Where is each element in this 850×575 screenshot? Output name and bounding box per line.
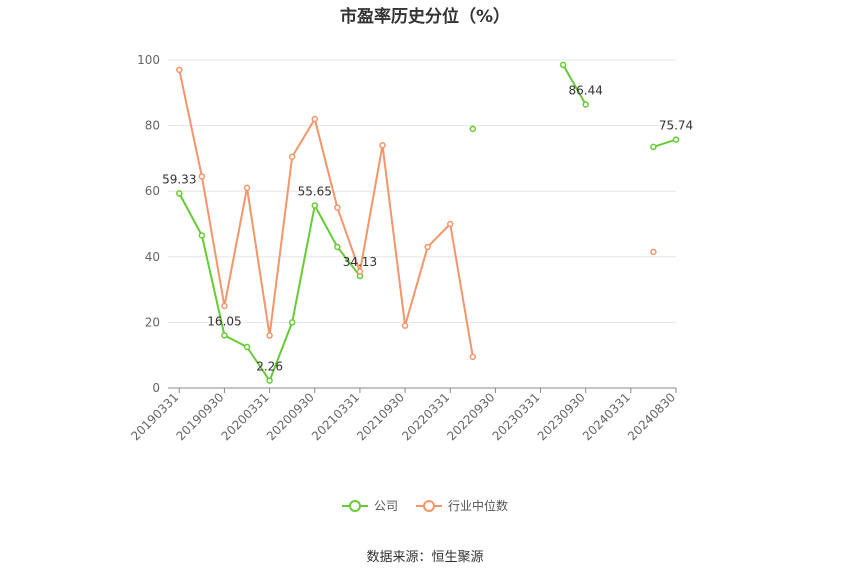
legend: 公司 行业中位数: [0, 497, 850, 514]
series-line: [562, 64, 587, 105]
data-label: 75.74: [659, 119, 693, 133]
data-label: 55.65: [298, 184, 332, 198]
grid-lines: [168, 59, 676, 323]
data-labels: 59.33 16.05 2.26 55.65 34.13 86.44 75.74: [162, 83, 693, 373]
x-tick-label: 20220930: [444, 390, 497, 443]
y-tick-label: 100: [137, 53, 160, 67]
data-point: [559, 61, 567, 69]
data-point: [650, 248, 657, 256]
data-point: [221, 302, 228, 310]
x-tick-label: 20230930: [535, 390, 588, 443]
y-tick-label: 40: [145, 250, 160, 264]
data-point: [288, 319, 296, 326]
data-point: [334, 204, 341, 211]
data-point: [379, 142, 386, 149]
data-point: [288, 153, 296, 161]
data-label: 59.33: [162, 172, 196, 186]
data-label: 16.05: [207, 314, 241, 328]
series-industry-median: [176, 66, 657, 361]
series-company: [176, 61, 680, 384]
data-point: [311, 115, 319, 123]
y-tick-label: 60: [145, 184, 160, 198]
data-point: [176, 66, 183, 74]
y-tick-label: 20: [145, 315, 160, 329]
data-point: [582, 101, 589, 108]
data-point: [469, 353, 477, 361]
data-point: [266, 377, 273, 384]
data-point: [446, 220, 454, 228]
legend-company-marker: [341, 499, 368, 512]
data-point: [469, 125, 477, 133]
y-tick-label: 80: [145, 119, 160, 133]
series-line: [178, 69, 474, 358]
data-point: [221, 332, 228, 339]
data-point: [424, 243, 431, 251]
series-layer: [176, 61, 680, 384]
legend-industry-label: 行业中位数: [448, 499, 509, 513]
data-label: 2.26: [256, 360, 283, 374]
source-text: 数据来源：恒生聚源: [366, 550, 484, 565]
x-tick-label: 20190331: [128, 390, 181, 443]
data-point: [401, 322, 409, 329]
data-point: [672, 136, 680, 143]
data-label: 34.13: [343, 255, 377, 269]
series-line: [653, 138, 677, 148]
y-axis: 0 20 40 60 80 100: [137, 53, 160, 395]
data-point: [198, 232, 206, 239]
legend-company-label: 公司: [373, 499, 398, 513]
data-point: [266, 332, 273, 339]
x-tick-label: 20200331: [219, 390, 272, 443]
data-point: [334, 243, 341, 251]
legend-item-company[interactable]: 公司: [341, 497, 398, 514]
data-point: [356, 268, 364, 275]
legend-industry-marker: [416, 499, 442, 512]
x-tick-label: 20240830: [625, 390, 678, 443]
x-tick-label: 20200930: [264, 390, 317, 443]
data-point: [243, 184, 251, 192]
series-line: [178, 192, 361, 382]
x-tick-label: 20240331: [580, 390, 633, 443]
x-tick-label: 20210930: [354, 390, 407, 443]
data-point: [176, 190, 183, 197]
data-point: [650, 143, 657, 151]
data-point: [198, 173, 206, 180]
data-point: [243, 343, 251, 351]
chart-title: 市盈率历史分位（%）: [339, 7, 511, 27]
x-tick-label: 20220331: [399, 390, 452, 443]
legend-item-industry-median[interactable]: 行业中位数: [416, 497, 508, 514]
x-axis: 2019033120190930202003312020093020210331…: [128, 387, 678, 443]
y-tick-label: 0: [152, 381, 160, 395]
data-label: 86.44: [569, 83, 603, 97]
x-tick-label: 20210331: [309, 390, 362, 443]
x-tick-label: 20230331: [490, 390, 543, 443]
data-point: [311, 202, 319, 209]
x-tick-label: 20190930: [173, 390, 226, 443]
